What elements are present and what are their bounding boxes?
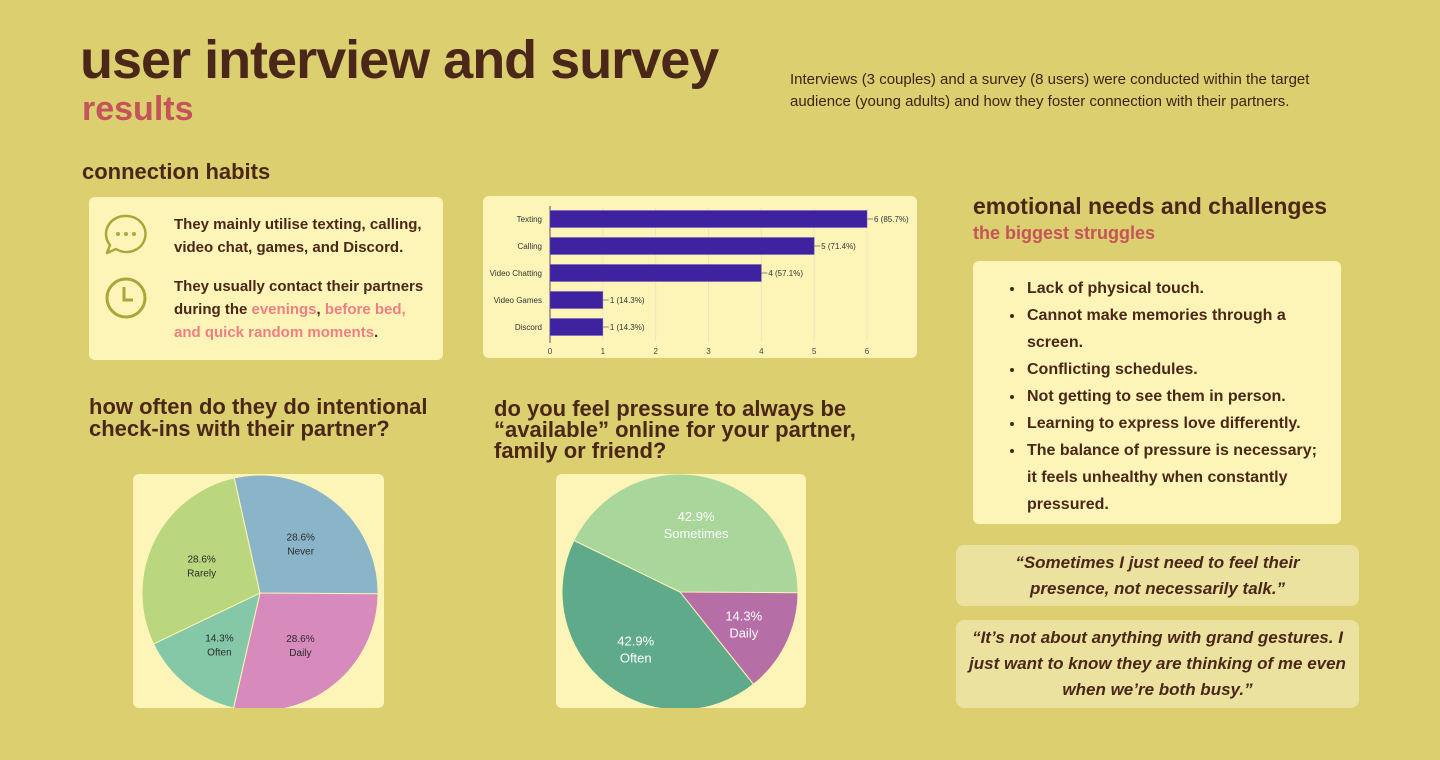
x-tick-label: 1 bbox=[601, 347, 606, 356]
x-tick-label: 3 bbox=[706, 347, 711, 356]
x-tick-label: 2 bbox=[653, 347, 658, 356]
pie-slice bbox=[573, 473, 799, 594]
value-label: 5 (71.4%) bbox=[821, 242, 856, 251]
struggles-list: Lack of physical touch. Cannot make memo… bbox=[973, 275, 1321, 518]
struggle-item: Lack of physical touch. bbox=[1025, 275, 1321, 302]
x-tick-label: 6 bbox=[865, 347, 870, 356]
emotional-heading: emotional needs and challenges bbox=[973, 193, 1328, 219]
value-label: 1 (14.3%) bbox=[610, 296, 645, 305]
slice-label: Daily bbox=[729, 626, 758, 641]
struggle-item: The balance of pressure is necessary; it… bbox=[1025, 437, 1321, 518]
slice-percent: 14.3% bbox=[725, 609, 762, 624]
struggle-item: Cannot make memories through a screen. bbox=[1025, 302, 1321, 356]
slice-percent: 28.6% bbox=[287, 532, 315, 543]
page-title: user interview and survey bbox=[80, 30, 719, 90]
category-label: Calling bbox=[518, 242, 542, 251]
category-label: Discord bbox=[515, 323, 542, 332]
pie-slice bbox=[152, 592, 261, 709]
chat-bubble-icon bbox=[104, 214, 147, 255]
connection-heading: connection habits bbox=[82, 159, 271, 184]
value-label: 1 (14.3%) bbox=[610, 323, 645, 332]
bar bbox=[549, 237, 815, 255]
checkins-pie-card: 28.6% Daily 14.3% Often 28.6% Rarely 28.6% Neve… bbox=[133, 474, 384, 712]
category-label: Video Games bbox=[494, 296, 542, 305]
timing-separator: , bbox=[316, 301, 325, 318]
pie-slice bbox=[561, 539, 755, 711]
struggle-item: Not getting to see them in person. bbox=[1025, 383, 1321, 410]
slice-percent: 14.3% bbox=[205, 634, 233, 645]
x-tick-label: 5 bbox=[812, 347, 817, 356]
habit-timing-text: They usually contact their partners duri… bbox=[174, 275, 429, 344]
timing-text: They usually contact their partners duri… bbox=[174, 278, 424, 318]
slice-label: Rarely bbox=[187, 569, 216, 580]
slice-label: Never bbox=[287, 546, 314, 557]
pie-slice bbox=[141, 477, 261, 645]
category-label: Video Chatting bbox=[490, 269, 542, 278]
slice-label: Often bbox=[207, 648, 231, 659]
slice-label: Sometimes bbox=[664, 526, 730, 541]
description: Interviews (3 couples) and a survey (8 u… bbox=[790, 71, 1310, 110]
page-subtitle: results bbox=[82, 90, 194, 128]
connection-habits-card: They mainly utilise texting, calling, vi… bbox=[89, 197, 443, 360]
bar bbox=[549, 264, 762, 282]
slice-label: Often bbox=[620, 650, 652, 665]
clock-icon bbox=[105, 277, 147, 319]
slice-label: Daily bbox=[289, 648, 311, 659]
x-tick-label: 0 bbox=[548, 347, 553, 356]
struggle-item: Conflicting schedules. bbox=[1025, 356, 1321, 383]
platforms-bar-chart: 0 1 2 3 4 5 6 Texting 6 (85.7%) Calling 5 (71.4%) V… bbox=[490, 206, 909, 356]
slice-percent: 42.9% bbox=[678, 509, 715, 524]
slice-percent: 28.6% bbox=[187, 555, 215, 566]
highlight-bedtime: before bed, and quick random moments bbox=[174, 301, 406, 341]
category-label: Texting bbox=[517, 215, 542, 224]
platforms-bar-chart-card: 0 1 2 3 4 5 6 Texting 6 (85.7%) Calling 5 (71.4%) V… bbox=[483, 196, 917, 358]
struggle-item: Learning to express love differently. bbox=[1025, 410, 1321, 437]
pressure-question: do you feel pressure to always be “avail… bbox=[494, 396, 856, 463]
pressure-pie-chart: 14.3% Daily 42.9% Often 42.9% Sometimes bbox=[561, 473, 799, 711]
timing-end: . bbox=[374, 324, 379, 341]
pie-slice bbox=[233, 474, 379, 595]
pie-slice bbox=[678, 591, 799, 686]
value-label: 4 (57.1%) bbox=[768, 269, 803, 278]
struggles-card: Lack of physical touch. Cannot make memo… bbox=[973, 261, 1341, 524]
checkins-pie-chart: 28.6% Daily 14.3% Often 28.6% Rarely 28.6% Neve… bbox=[141, 474, 379, 712]
habit-platforms-text: They mainly utilise texting, calling, vi… bbox=[174, 216, 422, 256]
slice-percent: 42.9% bbox=[617, 633, 654, 648]
slice-percent: 28.6% bbox=[286, 634, 314, 645]
quote-grand-gestures: “It’s not about anything with grand gest… bbox=[956, 620, 1359, 708]
highlight-evenings: evenings bbox=[251, 301, 317, 318]
bar bbox=[549, 318, 604, 336]
emotional-subheading: the biggest struggles bbox=[973, 223, 1156, 243]
quote-presence: “Sometimes I just need to feel their pre… bbox=[956, 545, 1359, 606]
bar bbox=[549, 291, 604, 309]
checkins-question: how often do they do intentional check-i… bbox=[89, 394, 428, 441]
bar bbox=[549, 210, 868, 228]
value-label: 6 (85.7%) bbox=[874, 215, 909, 224]
x-tick-label: 4 bbox=[759, 347, 764, 356]
pressure-pie-card: 14.3% Daily 42.9% Often 42.9% Sometimes bbox=[556, 473, 806, 711]
